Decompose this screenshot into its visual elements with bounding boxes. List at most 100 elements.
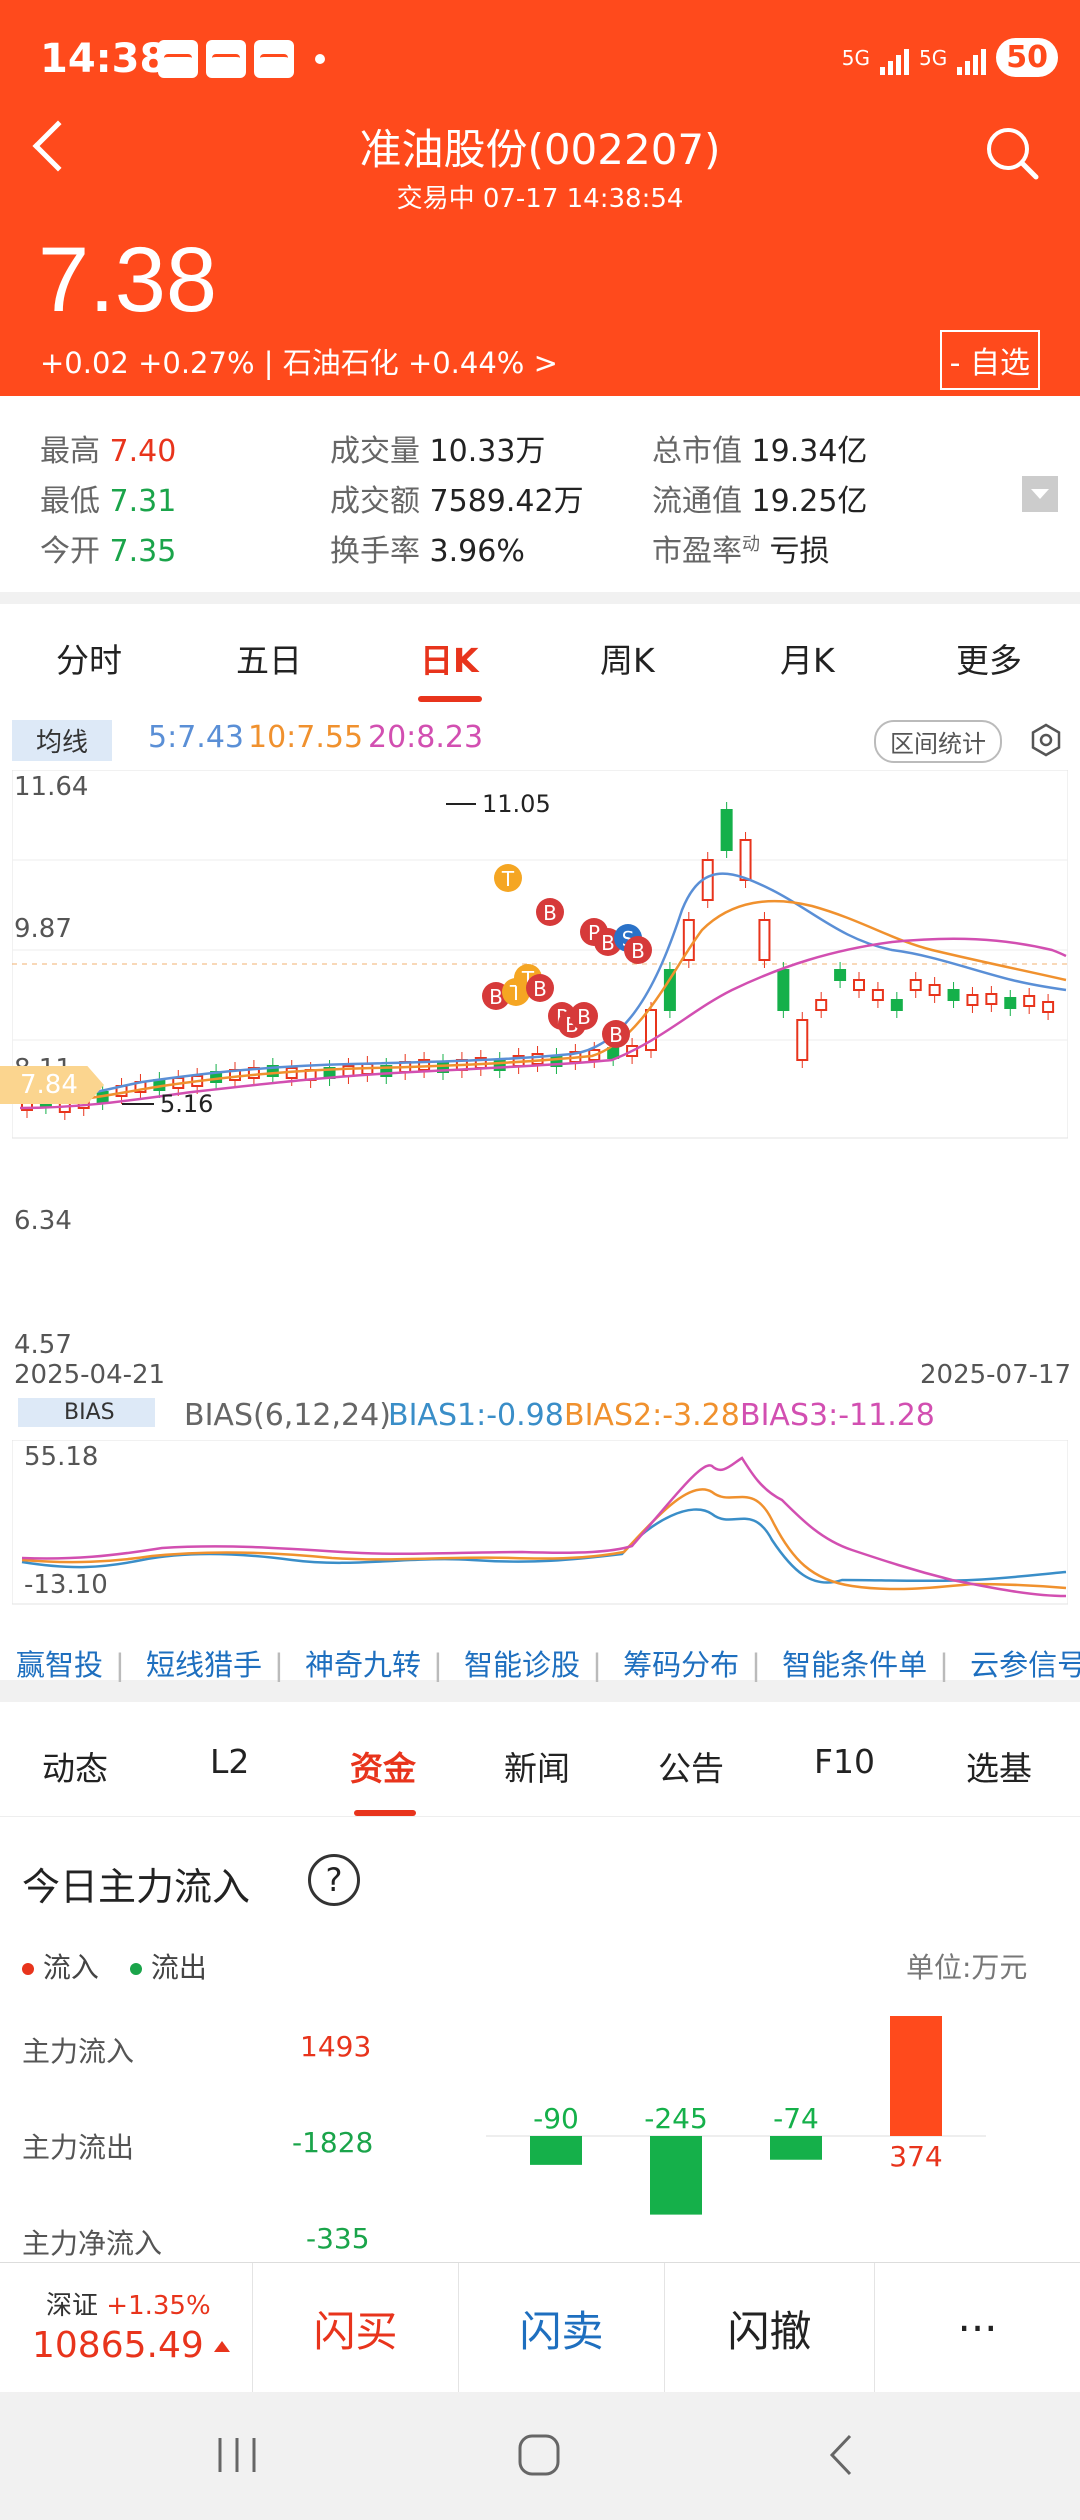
tool-item[interactable]: 短线猎手 (146, 1648, 263, 1682)
flash-buy-button[interactable]: 闪买 (252, 2263, 458, 2393)
tab-daily-k[interactable]: 日K (420, 641, 479, 680)
mcap-row: 总市值 19.34亿 (652, 426, 867, 470)
signal-marker-icon (536, 898, 564, 926)
signal-marker-icon (602, 1020, 630, 1048)
mcap-label: 总市值 (652, 434, 742, 469)
bias-chart[interactable] (12, 1440, 1068, 1610)
tool-item[interactable]: 神奇九转 (305, 1648, 422, 1682)
back-nav-icon[interactable] (820, 2432, 866, 2478)
tool-item[interactable]: 云参信号 (970, 1648, 1080, 1682)
candle (815, 999, 828, 1011)
trade-bar: 深证 +1.35% 10865.49 闪买 闪卖 闪撤 ··· (0, 2262, 1080, 2393)
fund-bar (530, 2136, 582, 2165)
mcap-value: 19.34亿 (751, 434, 868, 469)
tab-capital[interactable]: 资金 (350, 1749, 416, 1788)
amount-value: 7589.42万 (429, 484, 584, 519)
candle (1004, 997, 1017, 1009)
fund-bars: -90 -245 -74 374 (530, 2016, 943, 2215)
range-stats-button[interactable]: 区间统计 (874, 720, 1002, 763)
search-icon[interactable] (984, 125, 1040, 181)
candle (380, 1065, 393, 1077)
bias-tag[interactable]: BIAS (18, 1398, 155, 1427)
y-axis-4: 6.34 (14, 1206, 72, 1236)
ma10-value: 10:7.55 (248, 720, 364, 755)
turnover-value: 3.96% (429, 534, 525, 569)
index-name-label: 深证 (46, 2291, 99, 2321)
signal-marker-label: B (533, 977, 547, 1001)
tab-news[interactable]: 新闻 (504, 1749, 570, 1788)
turnover-row: 换手率 3.96% (330, 526, 525, 570)
bias-y-top: 55.18 (24, 1442, 99, 1472)
open-row: 今开 7.35 (40, 526, 176, 570)
flash-sell-button[interactable]: 闪卖 (458, 2263, 664, 2393)
help-icon[interactable]: ? (308, 1854, 360, 1906)
tool-item[interactable]: 赢智投 (16, 1648, 104, 1682)
signal-marker-icon (624, 936, 652, 964)
tab-fund-pick[interactable]: 选基 (966, 1749, 1032, 1788)
main-inflow-label: 主力流入 (22, 2035, 135, 2068)
bias3-value: BIAS3:-11.28 (740, 1398, 935, 1433)
trading-status: 交易中 07-17 14:38:54 (396, 184, 684, 214)
tab-announcements[interactable]: 公告 (658, 1749, 724, 1788)
tab-l2[interactable]: L2 (210, 1742, 250, 1781)
volume-value: 10.33万 (429, 434, 546, 469)
signal-marker-icon (494, 864, 522, 892)
home-icon[interactable] (516, 2432, 562, 2478)
ma-tag[interactable]: 均线 (12, 720, 113, 761)
kline-chart[interactable]: TBPBSBBTTBPBBB 11.05 5.16 (12, 770, 1068, 1150)
unit-label: 单位:万元 (906, 1951, 1028, 1984)
candle (890, 999, 903, 1011)
settings-icon[interactable] (1028, 722, 1064, 758)
tool-item[interactable]: 智能诊股 (464, 1648, 581, 1682)
fund-bar-label: -90 (533, 2102, 579, 2135)
signal-marker-label: B (489, 985, 503, 1009)
bias1-value: BIAS1:-0.98 (388, 1398, 564, 1433)
app-notification-icon (206, 40, 246, 78)
watchlist-button[interactable]: - 自选 (939, 330, 1040, 390)
price-change[interactable]: +0.02 +0.27% | 石油石化 +0.44% > (40, 346, 558, 380)
candle (947, 989, 960, 1001)
flash-cancel-button[interactable]: 闪撤 (664, 2263, 874, 2393)
y-axis-top: 11.64 (14, 772, 89, 802)
tab-intraday[interactable]: 分时 (56, 641, 122, 680)
tool-item[interactable]: 筹码分布 (623, 1648, 740, 1682)
signal-marker-label: B (609, 1023, 623, 1047)
status-app-icons (158, 40, 294, 78)
ma5-line (19, 872, 1067, 1102)
tool-item[interactable]: 智能条件单 (782, 1648, 928, 1682)
app-notification-icon (158, 40, 198, 78)
fund-bar-label: -245 (644, 2102, 708, 2135)
main-outflow-value: -1828 (292, 2126, 374, 2159)
notification-dot (315, 54, 325, 64)
candle (853, 979, 865, 991)
tool-separator: | (115, 1648, 125, 1682)
tab-more[interactable]: 更多 (956, 641, 1022, 680)
expand-icon[interactable] (1022, 476, 1058, 512)
y-axis-2: 9.87 (14, 914, 72, 944)
bias3-line (21, 1456, 1067, 1598)
float-value: 19.25亿 (751, 484, 868, 519)
recent-apps-icon[interactable] (214, 2432, 260, 2478)
tool-separator: | (939, 1648, 949, 1682)
max-price-label: 11.05 (482, 790, 551, 818)
legend-inflow-label: 流入 (42, 1951, 99, 1984)
candle (909, 979, 922, 991)
tab-weekly-k[interactable]: 周K (600, 641, 655, 680)
volume-label: 成交量 (330, 434, 420, 469)
index-value[interactable]: 10865.49 (32, 2325, 204, 2366)
tab-news-feed[interactable]: 动态 (42, 1749, 108, 1788)
candle (1042, 1001, 1055, 1013)
tab-monthly-k[interactable]: 月K (780, 641, 835, 680)
bias-y-bottom: -13.10 (24, 1570, 108, 1600)
tool-separator: | (274, 1648, 284, 1682)
tab-five-day[interactable]: 五日 (236, 641, 302, 680)
x-axis-end: 2025-07-17 (920, 1360, 1072, 1390)
open-label: 今开 (40, 534, 100, 569)
pe-row: 市盈率动 亏损 (652, 526, 830, 570)
inflow-dot-icon (22, 1963, 34, 1975)
signal-marker-label: B (543, 901, 557, 925)
candle (966, 994, 979, 1006)
more-button[interactable]: ··· (874, 2263, 1080, 2393)
bias-name: BIAS(6,12,24) (184, 1398, 391, 1433)
tab-f10[interactable]: F10 (814, 1742, 875, 1781)
